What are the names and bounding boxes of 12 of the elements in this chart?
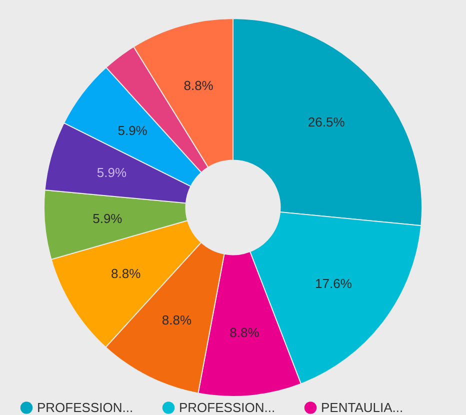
data-label: 17.6%	[315, 276, 352, 291]
data-label: 8.8%	[110, 266, 142, 281]
legend-label: PROFESSION...	[179, 400, 276, 415]
data-label: 26.5%	[308, 114, 346, 130]
data-label: 8.8%	[230, 325, 260, 340]
legend-label: PROFESSION...	[37, 400, 134, 415]
data-label: 8.8%	[184, 78, 214, 94]
data-label: 5.9%	[118, 123, 148, 138]
data-label: 8.8%	[162, 312, 192, 328]
data-label: 5.9%	[92, 211, 123, 226]
legend-label: PENTAULIA...	[321, 400, 404, 415]
data-label: 5.9%	[96, 164, 127, 180]
